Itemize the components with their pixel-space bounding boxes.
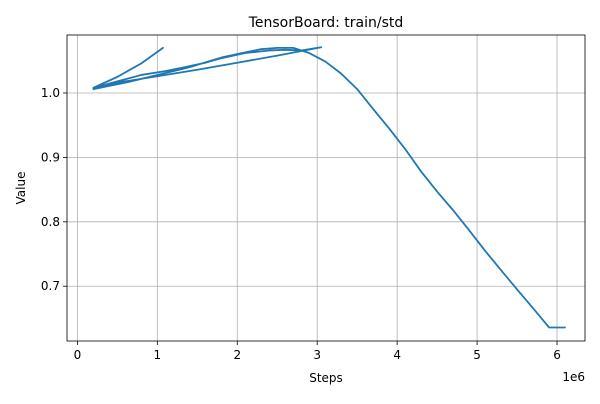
x-tick-label: 3 <box>313 348 321 362</box>
series-layer <box>92 46 566 329</box>
x-axis-label: Steps <box>309 371 343 385</box>
x-tick-label: 4 <box>393 348 401 362</box>
y-tick-label: 1.0 <box>41 86 60 100</box>
x-offset-text: 1e6 <box>562 370 585 384</box>
x-tick-label: 1 <box>154 348 162 362</box>
x-tick-label: 0 <box>74 348 82 362</box>
grid-layer <box>67 35 585 341</box>
x-tick-label: 5 <box>473 348 481 362</box>
x-tick-label: 6 <box>553 348 561 362</box>
plot-frame <box>66 34 586 342</box>
x-tick-label: 2 <box>233 348 241 362</box>
y-tick-label: 0.8 <box>41 215 60 229</box>
y-tick-label: 0.9 <box>41 150 60 164</box>
chart-title: TensorBoard: train/std <box>248 15 404 31</box>
ticks-layer: 0 1 2 3 4 5 6 0.7 0.8 0.9 1.0 <box>41 86 561 362</box>
y-tick-label: 0.7 <box>41 279 60 293</box>
y-axis-label: Value <box>14 172 28 205</box>
series-line <box>92 46 566 329</box>
